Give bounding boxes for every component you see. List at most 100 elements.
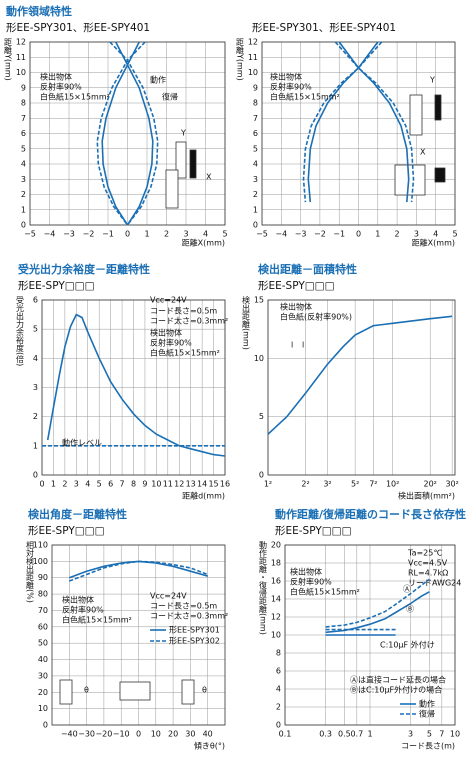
y-tick-label: 1	[33, 441, 38, 450]
y-tick-label: 40	[38, 655, 48, 664]
x-tick-label: 2²	[301, 480, 309, 489]
legend-label: 動作	[419, 699, 435, 709]
y-tick-label: 16	[271, 577, 281, 586]
y-tick-label: 12	[271, 613, 281, 622]
x-tick-label: 0.5	[338, 730, 351, 739]
chart-title: 動作領域特性	[6, 4, 72, 18]
x-tick-label: 3²	[323, 480, 331, 489]
x-tick-label: 40	[203, 730, 213, 739]
annotation: l	[302, 341, 304, 350]
x-tick-label: −5	[256, 230, 268, 239]
x-tick-label: −20	[95, 730, 112, 739]
annotation: コード長さ=0.5m	[150, 602, 217, 611]
y-tick-label: 90	[38, 573, 48, 582]
x-tick-label: 3	[414, 230, 419, 239]
data-line	[101, 41, 154, 226]
x-axis-label: 傾きθ(°)	[194, 742, 225, 751]
y-tick-label: 10	[38, 704, 48, 713]
y-tick-label: 0	[259, 471, 264, 480]
y-tick-label: 0	[33, 471, 38, 480]
sensor-sketch	[394, 164, 426, 196]
y-tick-label: 4	[33, 354, 38, 363]
annotation: X	[420, 148, 426, 157]
x-tick-label: 30	[185, 730, 195, 739]
x-tick-label: 7²	[369, 480, 377, 489]
y-tick-label: 7	[253, 114, 258, 123]
x-tick-label: 0	[125, 230, 130, 239]
x-tick-label: 5	[222, 230, 227, 239]
x-tick-label: 20	[168, 730, 178, 739]
x-tick-label: −3	[295, 230, 307, 239]
x-axis-label: 距離X(mm)	[412, 238, 455, 248]
annotation: X	[206, 173, 212, 182]
x-tick-label: −3	[63, 230, 75, 239]
x-tick-label: −4	[44, 230, 56, 239]
x-tick-label: 5	[452, 230, 457, 239]
y-axis-label: 受光出力余裕度(倍)	[16, 295, 25, 366]
y-tick-label: 6	[21, 129, 26, 138]
x-tick-label: 3	[74, 480, 79, 489]
annotation: コード長さ=0.5m	[150, 307, 217, 316]
annotation: 反射率90%	[40, 82, 82, 92]
y-tick-label: 11	[248, 53, 258, 62]
y-tick-label: 9	[21, 83, 26, 92]
y-tick-label: 0	[276, 721, 281, 730]
y-axis-label: 距離Y(mm)	[4, 38, 13, 81]
y-tick-label: 0	[253, 221, 258, 230]
x-tick-label: 11	[163, 480, 173, 489]
y-tick-label: 8	[276, 649, 281, 658]
annotation: RL=4.7kΩ	[408, 569, 448, 578]
x-axis-label: 検出面積(mm²)	[398, 491, 455, 501]
x-tick-label: −40	[61, 730, 78, 739]
y-axis-label: 相対検出距離(%)	[26, 540, 35, 603]
x-tick-label: 3	[408, 730, 413, 739]
y-tick-label: 10	[254, 354, 264, 363]
annotation: 白色紙15×15mm²	[150, 348, 220, 358]
y-tick-label: 6	[33, 296, 38, 305]
x-tick-label: −1	[102, 230, 114, 239]
y-tick-label: 1	[21, 205, 26, 214]
annotation: 検出物体	[270, 72, 302, 82]
sensor-sketch	[189, 149, 197, 179]
annotation: Y	[429, 76, 435, 85]
annotation: リードAWG24	[408, 579, 461, 588]
x-tick-label: −30	[78, 730, 95, 739]
plot-frame	[284, 544, 456, 726]
y-tick-label: 60	[38, 622, 48, 631]
y-tick-label: 8	[21, 99, 26, 108]
y-axis-label: 検出距離(mm)	[242, 295, 251, 350]
annotation: 反射率90%	[62, 605, 104, 615]
y-axis-label: 距離Y(mm)	[236, 38, 245, 81]
y-tick-label: 6	[253, 129, 258, 138]
x-tick-label: −2	[314, 230, 326, 239]
x-tick-label: 8	[131, 480, 136, 489]
annotation: コード太さ=0.3mm²	[150, 611, 228, 621]
y-tick-label: 50	[38, 639, 48, 648]
annotation: θ	[202, 686, 207, 695]
x-tick-label: 0.3	[319, 730, 332, 739]
y-tick-label: 5	[33, 325, 38, 334]
y-tick-label: 5	[21, 144, 26, 153]
plot-frame	[267, 299, 456, 476]
annotation: 白色紙15×15mm²	[270, 92, 340, 102]
x-tick-label: 16	[220, 480, 230, 489]
y-tick-label: 18	[271, 559, 281, 568]
y-tick-label: 3	[253, 175, 258, 184]
annotation: Y	[180, 129, 186, 138]
x-tick-label: 0	[136, 730, 141, 739]
y-tick-label: 2	[33, 412, 38, 421]
annotation: 検出物体	[62, 595, 94, 605]
x-tick-label: 30²	[445, 480, 458, 489]
x-tick-label: 10	[450, 730, 460, 739]
annotation: Ⓑ	[406, 605, 414, 614]
x-tick-label: 7	[120, 480, 125, 489]
chart-subtitle: 形EE-SPY□□□	[18, 280, 95, 292]
x-tick-label: −1	[333, 230, 345, 239]
x-tick-label: 10	[151, 730, 161, 739]
y-tick-label: 5	[253, 144, 258, 153]
y-tick-label: 8	[253, 99, 258, 108]
chart-subtitle: 形EE-SPY□□□	[28, 525, 105, 537]
annotation: 白色紙15×15mm²	[62, 615, 132, 625]
y-tick-label: 1	[253, 205, 258, 214]
